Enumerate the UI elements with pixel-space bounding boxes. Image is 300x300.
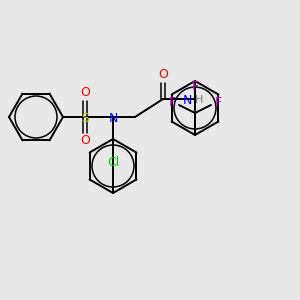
Text: O: O [158,68,168,82]
Text: F: F [168,97,175,110]
Text: Cl: Cl [107,157,119,169]
Text: O: O [80,134,90,148]
Text: S: S [81,112,89,124]
Text: N: N [182,94,192,106]
Text: O: O [80,86,90,100]
Text: F: F [191,80,199,94]
Text: H: H [195,95,203,105]
Text: F: F [214,97,222,110]
Text: N: N [108,112,118,124]
